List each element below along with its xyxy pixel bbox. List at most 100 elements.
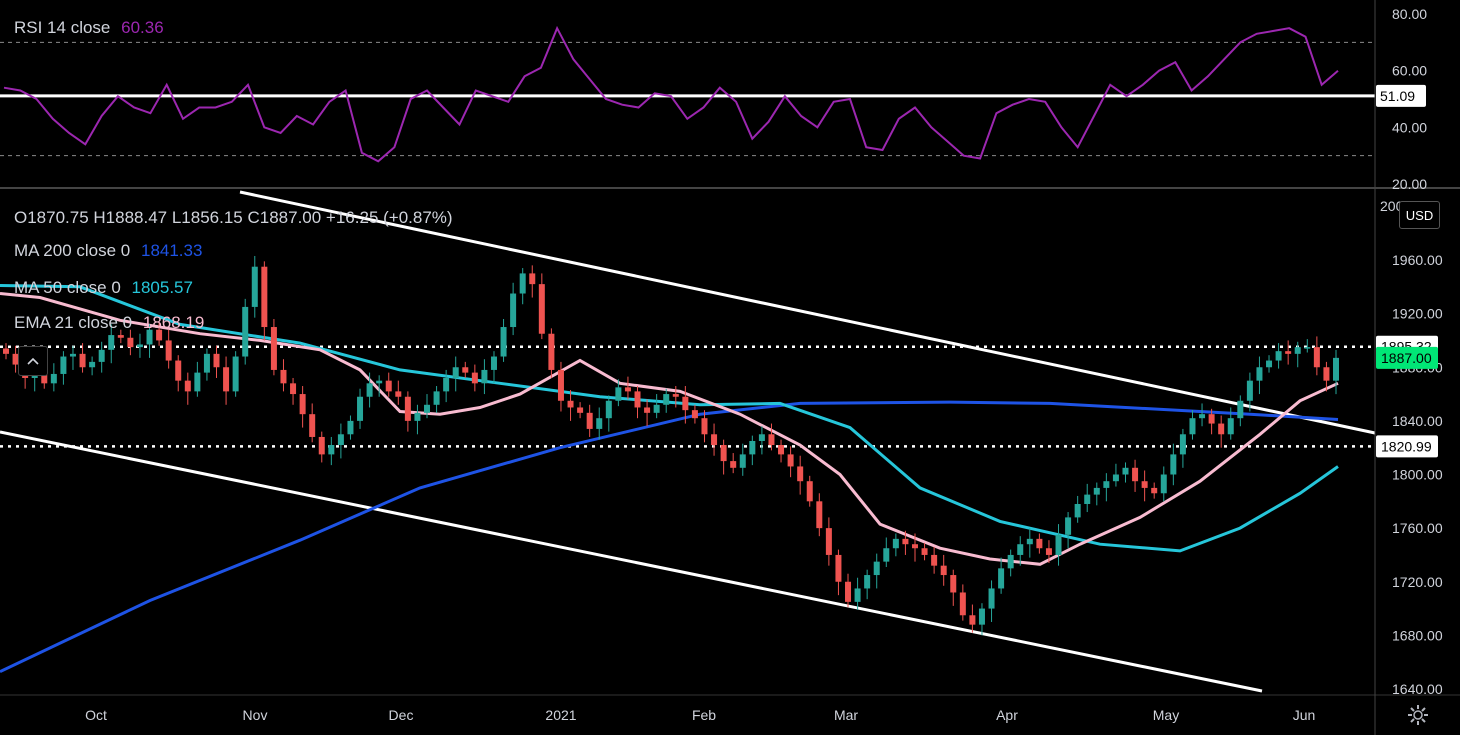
candle-body — [1036, 538, 1043, 549]
candle-body — [50, 373, 57, 384]
candle-body — [156, 329, 163, 341]
last-price-label: 1887.00 — [1381, 350, 1432, 366]
candle-body — [1112, 474, 1119, 482]
candle-body — [1285, 351, 1292, 354]
candle-body — [146, 329, 153, 345]
ma50-legend: MA 50 close 0 1805.57 — [14, 278, 193, 298]
candle-body — [663, 394, 670, 405]
candle-body — [414, 412, 421, 421]
candle-body — [778, 445, 785, 455]
candle-body — [1141, 481, 1148, 488]
candle-body — [1017, 544, 1024, 555]
candle-body — [89, 361, 96, 368]
candle-body — [701, 418, 708, 435]
candle-body — [931, 554, 938, 566]
channel-lower-line — [0, 430, 1263, 693]
candle-body — [1189, 418, 1196, 435]
candle-body — [299, 394, 306, 415]
collapse-legend-button[interactable] — [18, 346, 48, 376]
candle-body — [911, 544, 918, 549]
candle-body — [108, 335, 115, 350]
candle-body — [998, 568, 1005, 589]
channel-upper-line — [239, 190, 1376, 435]
candle-body — [1218, 423, 1225, 435]
candle-body — [452, 367, 459, 378]
candle-body — [424, 404, 431, 413]
candle-body — [1199, 414, 1206, 419]
candle-body — [251, 266, 258, 307]
candle-body — [797, 466, 804, 482]
candle-body — [529, 273, 536, 285]
candle-body — [510, 293, 517, 328]
x-tick-label: Mar — [834, 707, 858, 723]
price-y-tick: 1920.00 — [1392, 306, 1443, 322]
gear-icon[interactable] — [1406, 703, 1430, 727]
ma200-line — [0, 400, 1339, 673]
ema21-label: EMA 21 close 0 — [14, 313, 133, 332]
x-tick-label: Oct — [85, 707, 107, 723]
support-label-box — [1376, 435, 1438, 458]
candle-body — [1055, 534, 1062, 555]
candle-body — [835, 554, 842, 582]
candle-body — [194, 372, 201, 392]
rsi-y-tick: 20.00 — [1392, 176, 1427, 192]
candle-body — [223, 367, 230, 392]
rsi-level-box — [1376, 84, 1426, 107]
candle-body — [768, 434, 775, 446]
price-y-tick: 1640.00 — [1392, 681, 1443, 697]
x-tick-label: Nov — [243, 707, 268, 723]
candle-body — [12, 353, 19, 365]
ma200-label: MA 200 close 0 — [14, 241, 131, 260]
candle-body — [376, 380, 383, 384]
candle-body — [290, 383, 297, 395]
candle-body — [1179, 434, 1186, 455]
ema21-legend: EMA 21 close 0 1868.19 — [14, 313, 204, 333]
candle-body — [988, 588, 995, 609]
candle-body — [347, 420, 354, 435]
x-tick-label: May — [1153, 707, 1179, 723]
price-y-tick: 1720.00 — [1392, 574, 1443, 590]
candle-body — [624, 387, 631, 392]
candle-body — [309, 414, 316, 437]
x-tick-label: Apr — [996, 707, 1018, 723]
candle-body — [69, 353, 76, 357]
candle-body — [232, 356, 239, 392]
rsi-y-tick: 40.00 — [1392, 119, 1427, 135]
candle-body — [739, 454, 746, 468]
candle-body — [1227, 418, 1234, 435]
candle-body — [1333, 357, 1339, 381]
candle-body — [481, 369, 488, 384]
candle-body — [1160, 474, 1167, 494]
candle-body — [1007, 554, 1014, 569]
candle-body — [1026, 538, 1033, 545]
price-y-tick: 1840.00 — [1392, 413, 1443, 429]
candle-body — [443, 377, 450, 392]
candle-body — [538, 284, 545, 334]
ma200-value: 1841.33 — [140, 241, 203, 260]
ma200-legend: MA 200 close 0 1841.33 — [14, 241, 202, 261]
candle-body — [940, 565, 947, 576]
candle-body — [433, 391, 440, 405]
candle-body — [902, 538, 909, 545]
candle-body — [60, 356, 67, 374]
price-y-tick: 1760.00 — [1392, 520, 1443, 536]
candle-body — [471, 372, 478, 384]
currency-button[interactable]: USD — [1399, 201, 1440, 229]
candle-body — [711, 434, 718, 446]
x-tick-label: 2021 — [545, 707, 576, 723]
candle-body — [577, 407, 584, 413]
candle-body — [165, 340, 172, 361]
support-label: 1820.99 — [1381, 438, 1432, 454]
candle-body — [79, 353, 86, 368]
candle-body — [730, 461, 737, 468]
candle-body — [1170, 454, 1177, 475]
candle-body — [395, 391, 402, 397]
rsi-legend: RSI 14 close 60.36 — [14, 18, 164, 38]
candle-body — [845, 581, 852, 602]
candle-body — [557, 369, 564, 401]
ma50-value: 1805.57 — [131, 278, 193, 297]
candle-body — [567, 400, 574, 408]
candle-body — [280, 369, 287, 384]
candle-body — [1208, 414, 1215, 424]
